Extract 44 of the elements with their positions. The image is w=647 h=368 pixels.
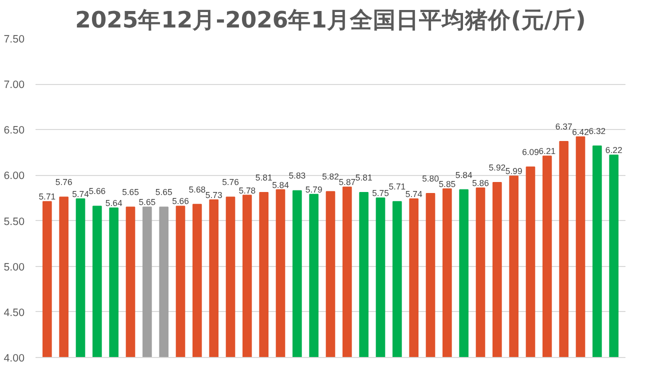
data-label: 5.80	[422, 173, 440, 184]
data-label: 5.82	[322, 172, 340, 182]
data-label: 6.37	[555, 121, 572, 132]
data-label: 5.66	[88, 186, 106, 196]
data-label: 5.79	[305, 184, 322, 194]
data-label: 5.85	[438, 178, 456, 189]
data-label: 6.09	[522, 147, 540, 158]
y-tick-label: 4.50	[4, 306, 25, 319]
data-label: 5.78	[238, 185, 256, 196]
data-label: 5.83	[288, 170, 306, 181]
data-label: 5.66	[172, 196, 190, 206]
y-tick-label: 7.00	[4, 79, 25, 92]
data-label: 5.81	[255, 172, 272, 183]
data-label: 6.32	[588, 126, 606, 136]
data-label: 5.84	[272, 180, 290, 190]
data-label: 5.64	[105, 198, 122, 208]
data-label: 5.87	[338, 177, 356, 188]
data-label: 5.65	[155, 187, 172, 198]
chart-title: 2025年12月-2026年1月全国日平均猪价(元/斤)	[75, 8, 586, 34]
data-label: 5.65	[122, 187, 140, 198]
y-tick-label: 7.50	[4, 34, 25, 46]
y-tick-label: 6.50	[4, 124, 25, 137]
data-label: 5.86	[472, 178, 490, 188]
data-label: 6.22	[605, 145, 622, 156]
data-label: 5.84	[455, 170, 472, 180]
data-label: 5.75	[372, 188, 390, 198]
data-label: 5.68	[188, 184, 206, 194]
data-label: 6.42	[572, 126, 590, 137]
data-label: 5.71	[388, 182, 406, 192]
y-tick-label: 4.00	[4, 352, 25, 364]
data-label: 5.74	[72, 188, 90, 199]
data-label: 5.71	[38, 192, 56, 202]
data-label: 5.73	[205, 190, 222, 200]
y-tick-label: 5.00	[4, 261, 25, 274]
data-label: 5.92	[488, 162, 506, 173]
data-label: 5.99	[505, 166, 522, 176]
data-label: 6.21	[538, 146, 556, 156]
data-label: 5.76	[222, 177, 240, 188]
data-label: 5.81	[355, 172, 372, 183]
data-label: 5.65	[138, 197, 156, 208]
y-tick-label: 5.50	[4, 216, 25, 228]
y-tick-label: 6.00	[4, 170, 25, 182]
data-label: 5.74	[405, 188, 422, 199]
data-label: 5.76	[55, 177, 72, 188]
